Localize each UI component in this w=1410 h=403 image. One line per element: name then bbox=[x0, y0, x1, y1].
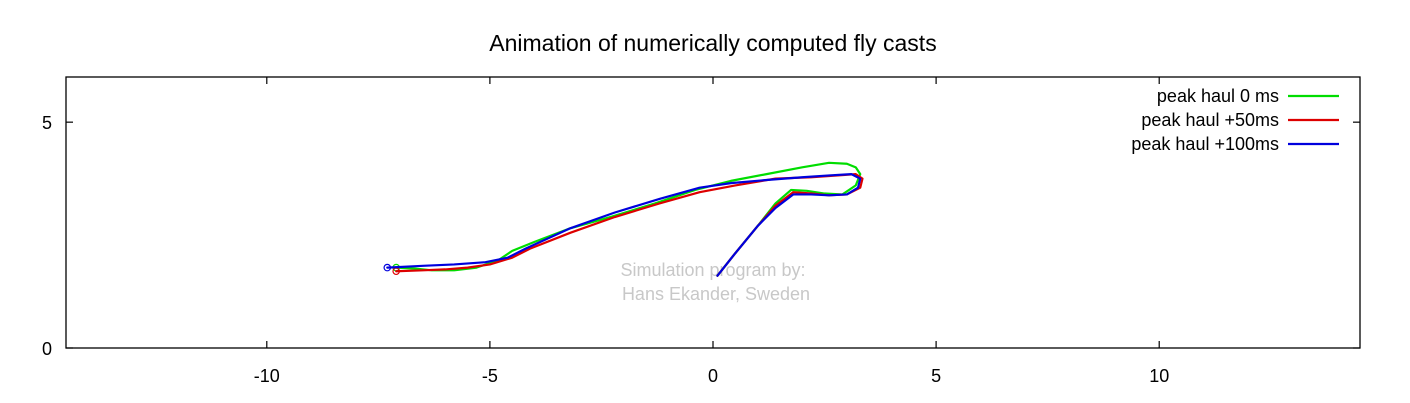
x-tick-label: -10 bbox=[254, 366, 280, 386]
x-tick-label: 0 bbox=[708, 366, 718, 386]
y-tick-label: 5 bbox=[42, 113, 52, 133]
series-end-marker-2 bbox=[383, 263, 392, 272]
series-line-0 bbox=[395, 161, 862, 277]
x-tick-label: -5 bbox=[482, 366, 498, 386]
series-line-2 bbox=[386, 173, 862, 277]
x-tick-label: 10 bbox=[1149, 366, 1169, 386]
legend-label-0: peak haul 0 ms bbox=[1157, 86, 1279, 106]
y-tick-label: 0 bbox=[42, 339, 52, 359]
watermark-line-1: Simulation program by: bbox=[620, 260, 805, 280]
x-tick-label: 5 bbox=[931, 366, 941, 386]
legend: peak haul 0 ms peak haul +50ms peak haul +… bbox=[1131, 86, 1339, 154]
watermark: Simulation program by: Hans Ekander, Swe… bbox=[620, 260, 810, 304]
axis-ticks: -10 -5 0 5 10 0 5 bbox=[42, 77, 1360, 386]
legend-label-2: peak haul +100ms bbox=[1131, 134, 1279, 154]
legend-label-1: peak haul +50ms bbox=[1141, 110, 1279, 130]
watermark-line-2: Hans Ekander, Sweden bbox=[622, 284, 810, 304]
chart-title: Animation of numerically computed fly ca… bbox=[489, 30, 936, 56]
series-layer bbox=[383, 161, 864, 277]
